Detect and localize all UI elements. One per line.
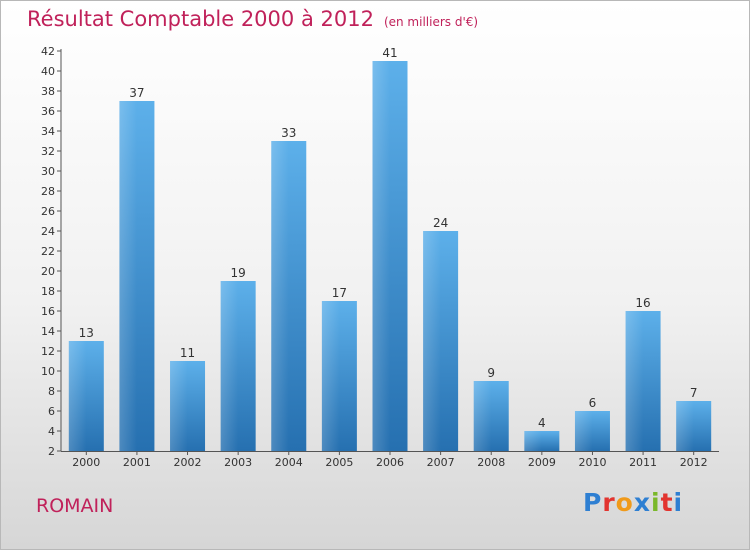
x-tick-label: 2008 [477, 456, 505, 469]
chart-title-text: Résultat Comptable 2000 à 2012 [27, 7, 374, 31]
x-tick-label: 2006 [376, 456, 404, 469]
bar-highlight [321, 301, 340, 451]
x-tick-label: 2010 [578, 456, 606, 469]
chart-unit-note: (en milliers d'€) [383, 15, 479, 29]
x-tick-label: 2005 [325, 456, 353, 469]
data-label: 7 [690, 386, 698, 400]
data-label: 24 [433, 216, 448, 230]
y-tick-label: 42 [41, 45, 55, 58]
y-tick-label: 4 [48, 425, 55, 438]
bar-highlight [68, 341, 87, 451]
bar-highlight [271, 141, 289, 451]
y-tick-label: 8 [48, 385, 55, 398]
data-label: 37 [129, 86, 144, 100]
y-tick-label: 24 [41, 225, 55, 238]
data-label: 19 [231, 266, 246, 280]
y-tick-label: 28 [41, 185, 55, 198]
y-tick-label: 26 [41, 205, 55, 218]
x-tick-label: 2001 [123, 456, 151, 469]
y-tick-label: 12 [41, 345, 55, 358]
y-tick-label: 6 [48, 405, 55, 418]
x-tick-label: 2004 [275, 456, 303, 469]
bar-highlight [372, 61, 390, 451]
bar-highlight [625, 311, 644, 451]
data-label: 17 [332, 286, 347, 300]
y-tick-label: 36 [41, 105, 55, 118]
y-tick-label: 20 [41, 265, 55, 278]
x-tick-label: 2007 [427, 456, 455, 469]
x-tick-label: 2003 [224, 456, 252, 469]
bar-highlight [676, 401, 694, 451]
bar-highlight [574, 411, 593, 451]
bar-highlight [119, 101, 137, 451]
x-tick-label: 2011 [629, 456, 657, 469]
y-tick-label: 10 [41, 365, 55, 378]
data-label: 9 [487, 366, 495, 380]
y-tick-label: 34 [41, 125, 55, 138]
y-tick-label: 2 [48, 445, 55, 458]
bar-highlight [473, 381, 492, 451]
x-tick-label: 2000 [72, 456, 100, 469]
x-tick-label: 2009 [528, 456, 556, 469]
data-label: 11 [180, 346, 195, 360]
data-label: 33 [281, 126, 296, 140]
y-tick-label: 16 [41, 305, 55, 318]
y-tick-label: 30 [41, 165, 55, 178]
bar-highlight [170, 361, 188, 451]
x-tick-label: 2012 [680, 456, 708, 469]
data-label: 6 [589, 396, 597, 410]
data-label: 4 [538, 416, 546, 430]
commune-name: ROMAIN [36, 495, 114, 517]
y-tick-label: 22 [41, 245, 55, 258]
chart-title: Résultat Comptable 2000 à 2012 (en millie… [27, 7, 478, 31]
y-tick-label: 38 [41, 85, 55, 98]
proxiti-logo: Proxiti [583, 488, 684, 517]
data-label: 16 [635, 296, 650, 310]
bar-highlight [220, 281, 239, 451]
x-tick-label: 2002 [174, 456, 202, 469]
data-label: 13 [79, 326, 94, 340]
bar-highlight [423, 231, 441, 451]
y-tick-label: 32 [41, 145, 55, 158]
y-tick-label: 14 [41, 325, 55, 338]
y-tick-label: 18 [41, 285, 55, 298]
bar-highlight [524, 431, 542, 451]
data-label: 41 [382, 46, 397, 60]
y-tick-label: 40 [41, 65, 55, 78]
